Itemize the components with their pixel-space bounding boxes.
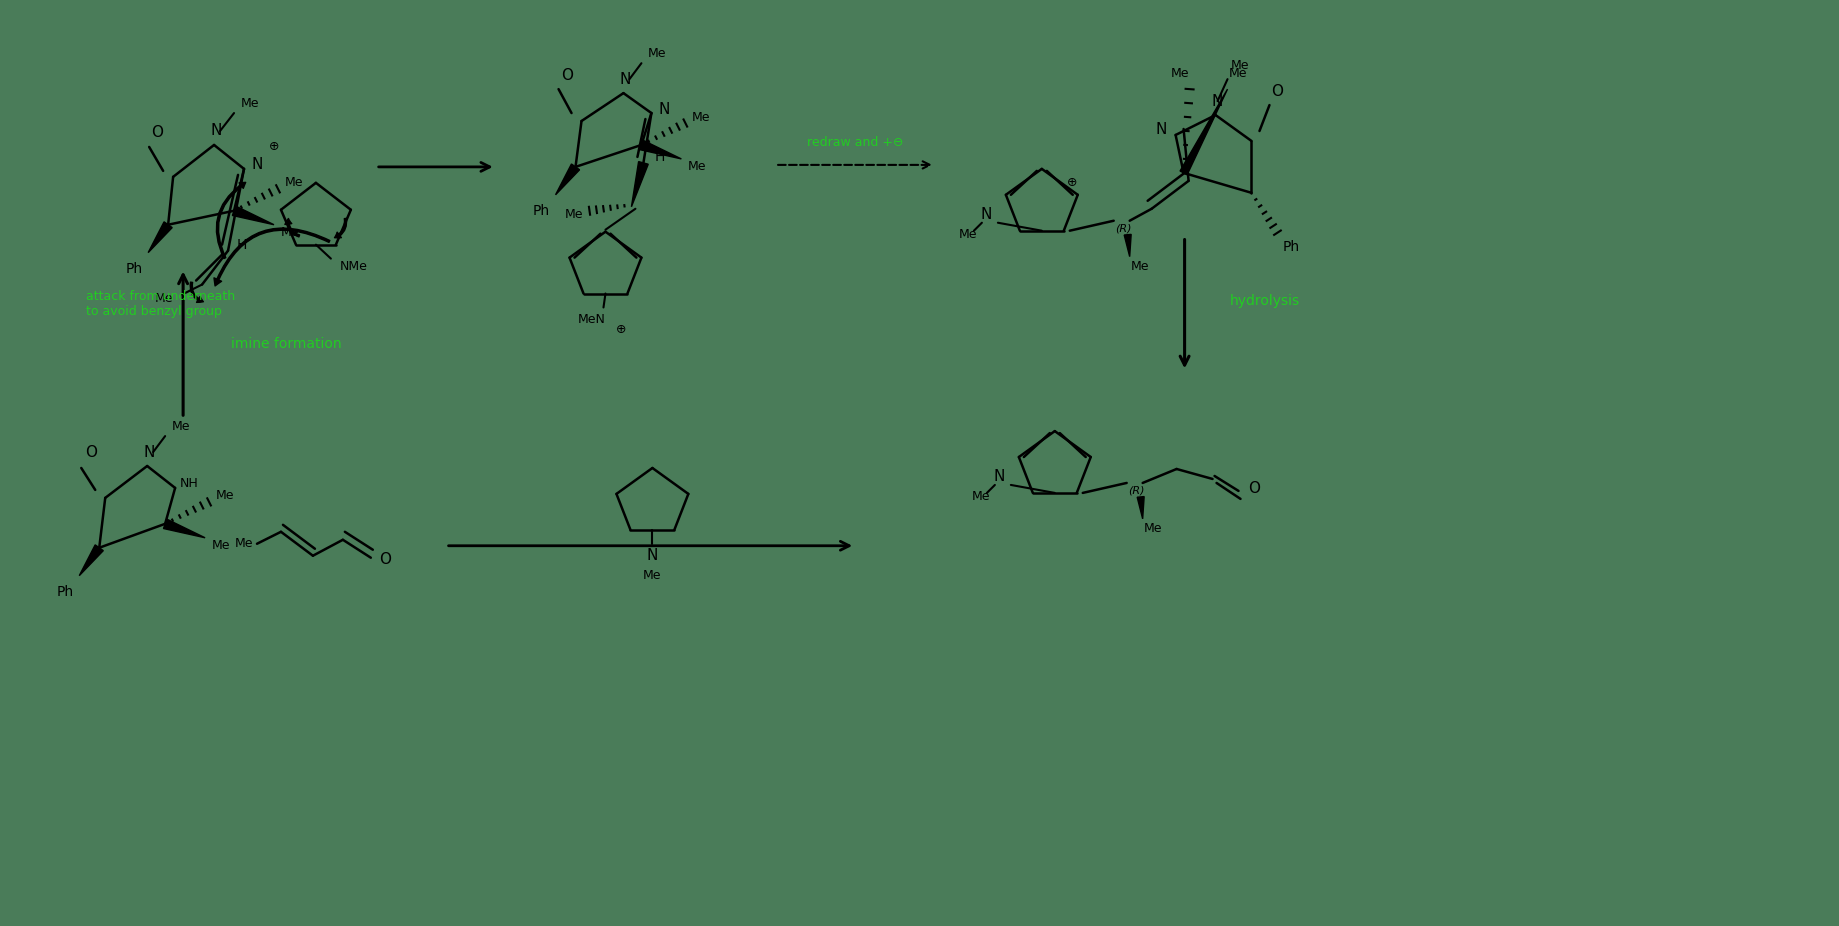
FancyArrowPatch shape	[213, 228, 329, 286]
Text: Me: Me	[211, 539, 230, 552]
Text: N: N	[252, 157, 263, 172]
Text: Me: Me	[241, 96, 259, 109]
Text: redraw and +⊖: redraw and +⊖	[807, 136, 903, 149]
Text: O: O	[379, 552, 392, 568]
Text: N: N	[658, 102, 669, 117]
Text: ⊕: ⊕	[616, 323, 627, 336]
Text: Ph: Ph	[57, 584, 74, 598]
Text: NH: NH	[180, 478, 199, 491]
Text: Me: Me	[647, 46, 668, 60]
FancyArrowPatch shape	[189, 282, 204, 303]
Polygon shape	[164, 519, 206, 538]
Text: Ph: Ph	[125, 261, 143, 276]
Text: Me: Me	[1228, 67, 1247, 80]
Text: Me: Me	[1131, 260, 1149, 273]
Text: N: N	[980, 207, 991, 222]
Text: H: H	[237, 238, 246, 252]
Text: N: N	[993, 469, 1004, 484]
Text: N: N	[1157, 121, 1168, 136]
Text: Me: Me	[281, 226, 300, 239]
Polygon shape	[232, 206, 274, 225]
FancyArrowPatch shape	[217, 182, 246, 258]
Polygon shape	[149, 222, 173, 253]
Text: N: N	[143, 444, 154, 459]
Text: N: N	[620, 71, 631, 87]
Text: N: N	[210, 123, 223, 139]
Text: NMe: NMe	[340, 260, 368, 273]
Polygon shape	[631, 162, 647, 206]
Text: ⊕: ⊕	[1067, 176, 1078, 189]
Text: O: O	[561, 68, 574, 82]
Text: Me: Me	[971, 491, 989, 504]
Text: Me: Me	[1170, 67, 1188, 80]
Text: Me: Me	[688, 160, 706, 173]
Text: O: O	[1249, 482, 1260, 496]
Text: Me: Me	[154, 292, 173, 305]
Text: Me: Me	[171, 419, 191, 432]
Text: ⊕: ⊕	[268, 141, 280, 154]
Text: Me: Me	[235, 537, 254, 550]
Text: Me: Me	[285, 176, 303, 189]
Text: Me: Me	[644, 569, 662, 582]
Polygon shape	[1137, 496, 1144, 519]
Text: Me: Me	[1230, 58, 1249, 71]
Polygon shape	[1181, 89, 1228, 175]
Text: N: N	[647, 548, 658, 563]
FancyArrowPatch shape	[285, 219, 300, 237]
Text: O: O	[151, 126, 164, 141]
Text: Me: Me	[565, 208, 583, 221]
FancyArrowPatch shape	[335, 219, 346, 238]
Text: O: O	[1271, 83, 1284, 98]
Text: Ph: Ph	[1284, 240, 1300, 254]
Text: Ph: Ph	[533, 204, 550, 218]
Text: N: N	[1212, 94, 1223, 108]
Text: Me: Me	[1144, 522, 1162, 535]
Text: O: O	[85, 444, 97, 459]
Polygon shape	[1124, 234, 1131, 257]
Text: (R): (R)	[1116, 224, 1133, 233]
Polygon shape	[555, 164, 579, 194]
Text: MeN: MeN	[577, 313, 605, 326]
Text: Me: Me	[958, 228, 977, 241]
Text: hydrolysis: hydrolysis	[1230, 294, 1300, 308]
Text: Me: Me	[691, 110, 710, 123]
Text: (R): (R)	[1129, 486, 1146, 496]
Polygon shape	[640, 140, 682, 159]
Text: H: H	[655, 150, 664, 164]
Text: imine formation: imine formation	[230, 337, 342, 351]
Text: Me: Me	[215, 490, 234, 503]
Text: attack from underneath
to avoid benzyl group: attack from underneath to avoid benzyl g…	[86, 291, 235, 319]
Polygon shape	[79, 544, 103, 576]
